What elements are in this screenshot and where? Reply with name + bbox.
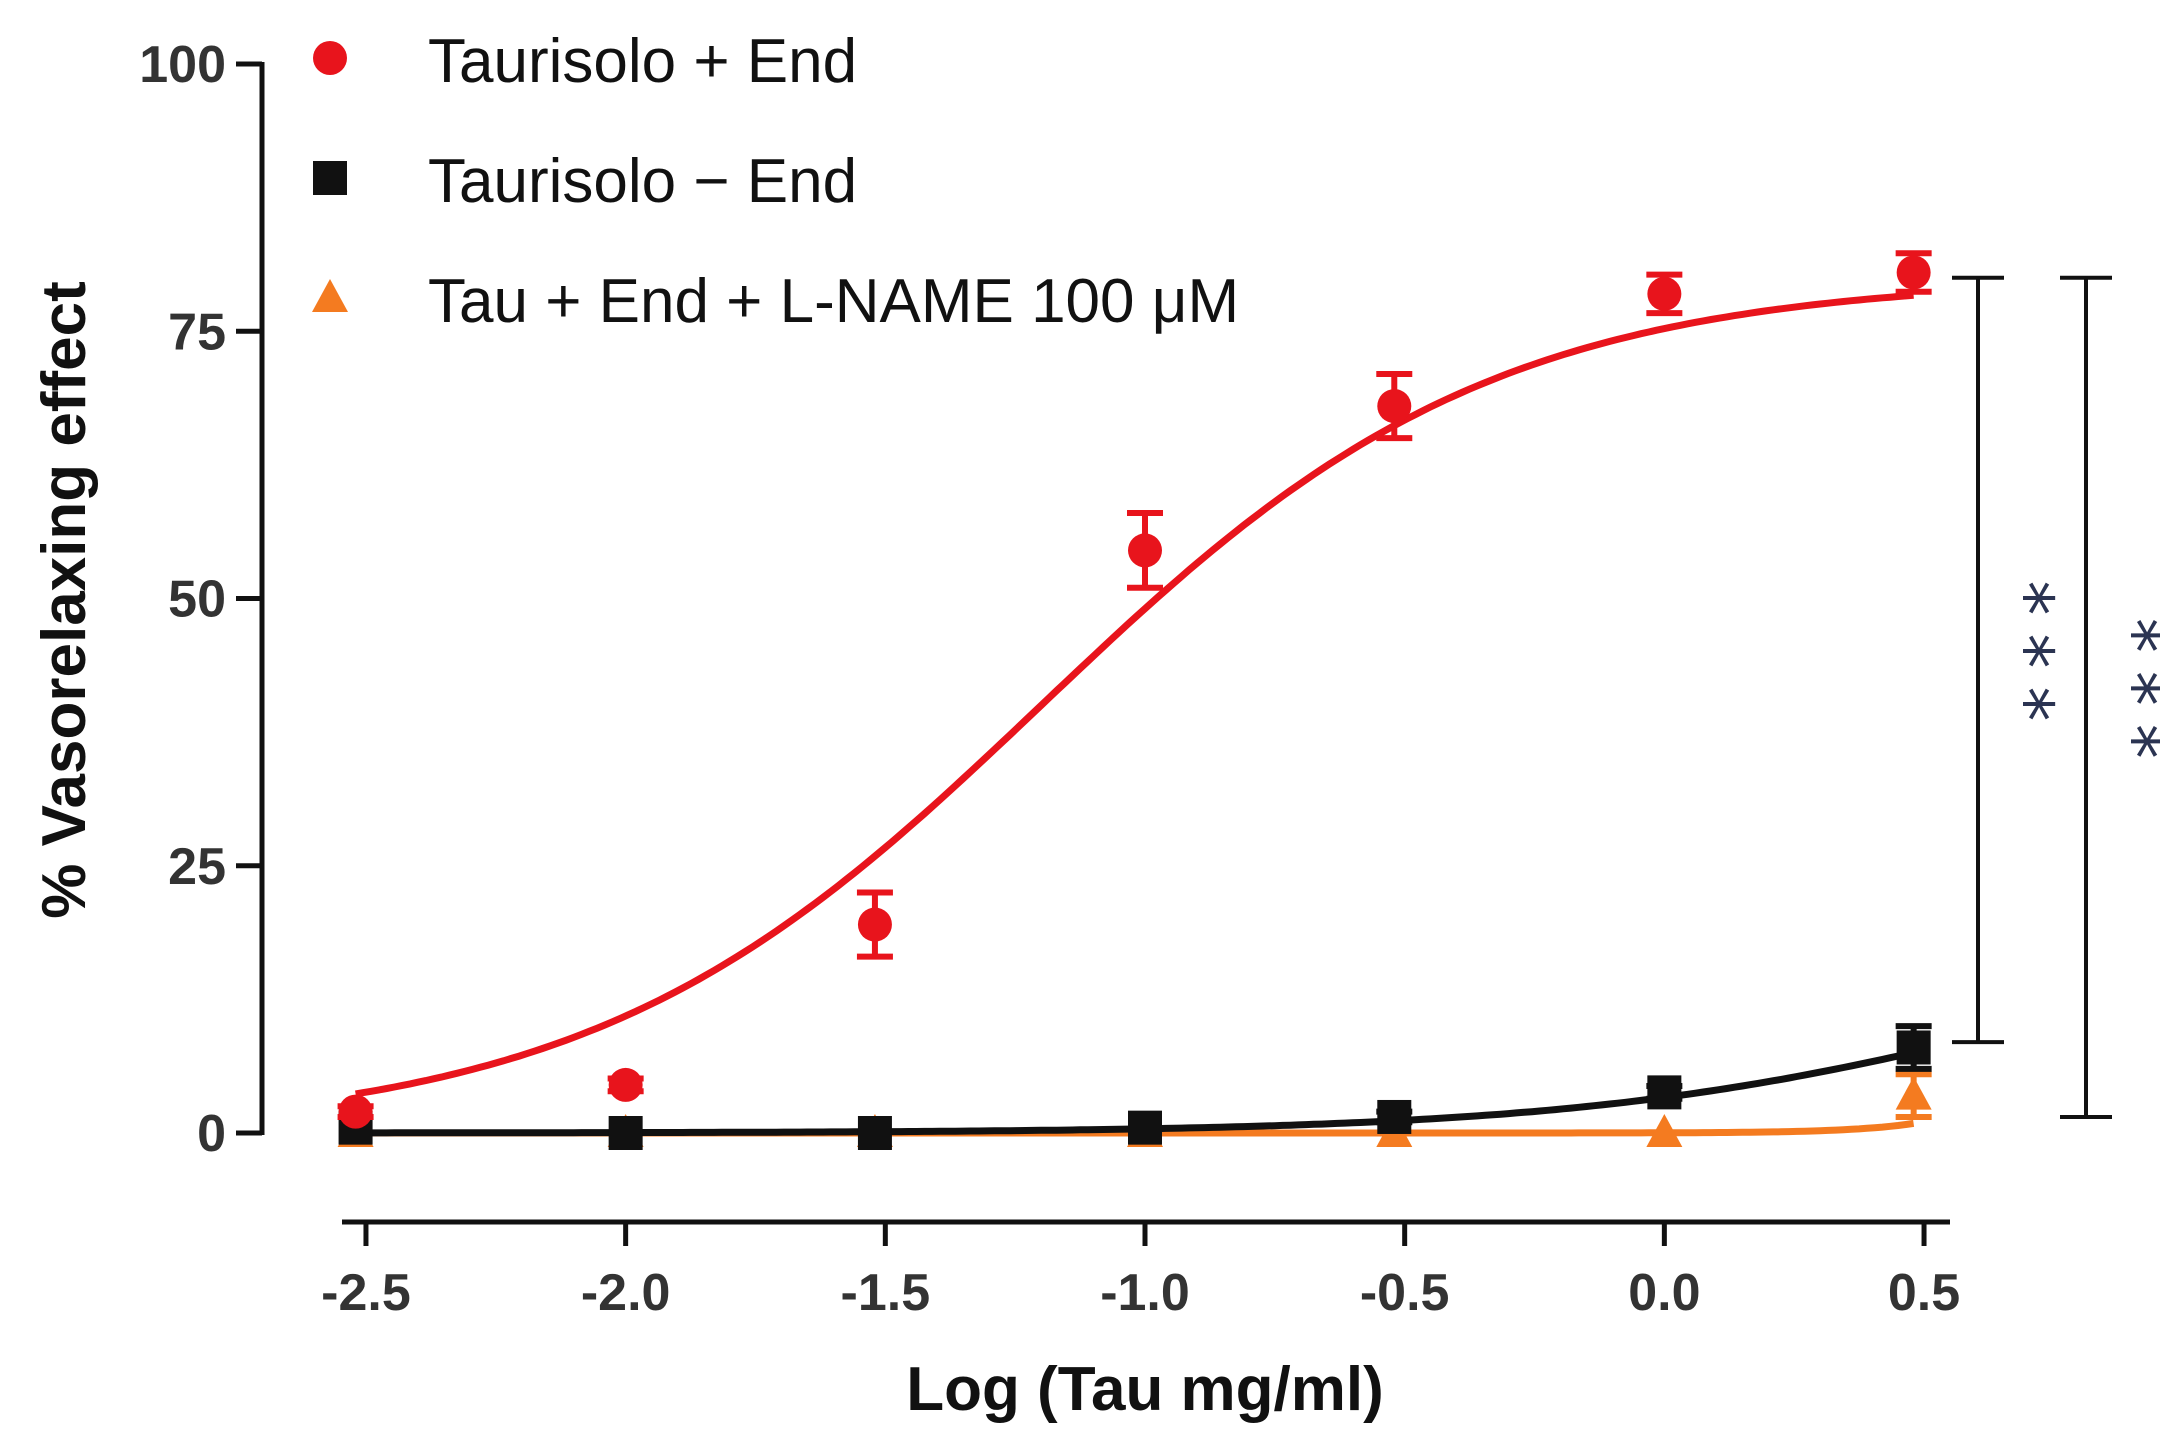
y-tick-label: 25	[168, 838, 226, 896]
taurisolo-plus-end-point	[857, 907, 892, 942]
x-tick-label: -2.0	[581, 1264, 671, 1322]
legend-point	[312, 279, 348, 312]
legend-point	[313, 41, 347, 75]
significance-label: ***	[1986, 580, 2068, 739]
legend-point	[313, 161, 347, 195]
significance-bracket: ***	[1952, 275, 2068, 1045]
taurisolo-minus-end-point	[608, 1116, 643, 1150]
taurisolo-plus-end-point	[1647, 276, 1682, 311]
tau-lname-point	[1646, 1114, 1683, 1147]
significance-annotations: *** ***	[1952, 275, 2160, 1119]
taurisolo-minus-end-point	[1647, 1075, 1682, 1110]
x-tick-label: -0.5	[1360, 1264, 1450, 1322]
taurisolo-plus-end-point	[608, 1067, 643, 1102]
legend: Taurisolo + End Taurisolo − End Tau + End …	[312, 27, 1239, 336]
x-axis: -2.5 -2.0 -1.5 -1.0 -0.5 0.0 0.5	[321, 1219, 1960, 1322]
series-taurisolo-plus-end	[337, 250, 1932, 1129]
series-taurisolo-minus-end	[338, 1023, 1932, 1150]
legend-label: Taurisolo + End	[428, 27, 857, 96]
legend-label: Taurisolo − End	[428, 147, 857, 216]
x-tick-label: 0.0	[1628, 1264, 1700, 1322]
legend-item: Taurisolo − End	[313, 147, 857, 216]
y-axis-title: % Vasorelaxing effect	[30, 281, 99, 919]
y-axis: 0 25 50 75 100	[139, 36, 265, 1163]
taurisolo-minus-end-point	[857, 1116, 892, 1150]
legend-item: Tau + End + L-NAME 100 μM	[312, 267, 1239, 336]
x-tick-label: -1.0	[1100, 1264, 1190, 1322]
y-tick-label: 50	[168, 571, 226, 629]
y-tick-label: 0	[197, 1105, 226, 1163]
x-tick-label: -1.5	[841, 1264, 931, 1322]
taurisolo-plus-end-fit-curve	[355, 291, 1914, 1098]
taurisolo-plus-end-point	[338, 1094, 373, 1129]
taurisolo-minus-end-point	[1896, 1030, 1931, 1065]
y-ticks: 0 25 50 75 100	[139, 36, 262, 1163]
significance-label: ***	[2094, 618, 2160, 777]
taurisolo-plus-end-point	[1377, 389, 1412, 424]
y-tick-label: 100	[139, 36, 226, 94]
x-axis-title: Log (Tau mg/ml)	[906, 1355, 1384, 1424]
tau-lname-point	[1895, 1076, 1932, 1110]
legend-item: Taurisolo + End	[313, 27, 857, 96]
taurisolo-plus-end-point	[1896, 255, 1931, 290]
series-layer	[337, 250, 1932, 1150]
legend-label: Tau + End + L-NAME 100 μM	[428, 267, 1239, 336]
significance-bracket: ***	[2060, 275, 2160, 1119]
x-tick-label: 0.5	[1888, 1264, 1960, 1322]
taurisolo-plus-end-point	[1128, 533, 1162, 568]
taurisolo-minus-end-point	[1128, 1110, 1162, 1145]
y-tick-label: 75	[168, 303, 226, 361]
x-ticks: -2.5 -2.0 -1.5 -1.0 -0.5 0.0 0.5	[321, 1222, 1960, 1322]
x-tick-label: -2.5	[321, 1264, 411, 1322]
taurisolo-minus-end-point	[1377, 1099, 1412, 1134]
